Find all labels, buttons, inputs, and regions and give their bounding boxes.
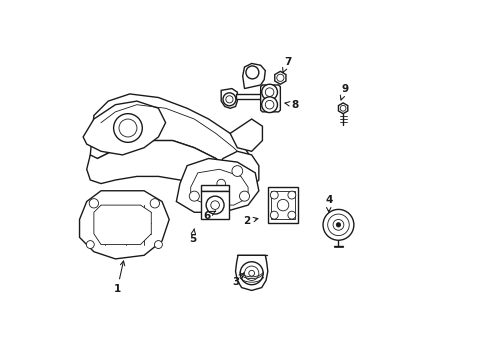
Text: 3: 3 <box>231 273 244 287</box>
Circle shape <box>225 96 233 103</box>
Circle shape <box>244 266 258 280</box>
Circle shape <box>332 220 343 230</box>
Polygon shape <box>190 169 247 205</box>
Circle shape <box>206 196 224 214</box>
Circle shape <box>245 66 258 79</box>
Polygon shape <box>86 140 251 191</box>
Circle shape <box>261 97 277 113</box>
Text: 8: 8 <box>285 100 298 110</box>
Polygon shape <box>271 191 294 220</box>
Circle shape <box>277 199 288 211</box>
Circle shape <box>86 240 94 248</box>
Circle shape <box>113 114 142 142</box>
Circle shape <box>336 223 340 227</box>
Circle shape <box>154 240 162 248</box>
Polygon shape <box>208 151 258 194</box>
Circle shape <box>340 105 346 111</box>
Circle shape <box>239 191 249 201</box>
Polygon shape <box>83 101 165 155</box>
Circle shape <box>261 84 277 100</box>
Polygon shape <box>235 255 267 291</box>
Polygon shape <box>267 187 298 223</box>
Circle shape <box>210 201 219 210</box>
Polygon shape <box>260 85 280 112</box>
Text: 1: 1 <box>113 261 124 294</box>
Circle shape <box>217 179 225 188</box>
Polygon shape <box>274 71 285 84</box>
Polygon shape <box>221 89 237 108</box>
Polygon shape <box>230 119 262 151</box>
Polygon shape <box>201 191 229 220</box>
Circle shape <box>287 191 295 199</box>
Circle shape <box>150 199 159 208</box>
Polygon shape <box>235 94 264 99</box>
Polygon shape <box>94 205 151 244</box>
Circle shape <box>248 270 254 276</box>
Text: 9: 9 <box>340 84 348 100</box>
Text: 7: 7 <box>282 57 291 72</box>
Polygon shape <box>176 158 258 212</box>
Circle shape <box>270 191 278 199</box>
Circle shape <box>323 210 353 240</box>
Circle shape <box>265 88 273 96</box>
Text: 2: 2 <box>242 216 257 226</box>
Polygon shape <box>80 191 169 259</box>
Circle shape <box>189 191 199 201</box>
Polygon shape <box>338 103 347 114</box>
Circle shape <box>270 211 278 219</box>
Circle shape <box>276 74 284 81</box>
Circle shape <box>223 93 235 106</box>
Polygon shape <box>90 94 251 176</box>
Circle shape <box>327 214 348 235</box>
Circle shape <box>240 262 263 285</box>
Circle shape <box>265 100 273 109</box>
Circle shape <box>231 166 242 176</box>
Circle shape <box>287 211 295 219</box>
Polygon shape <box>242 63 265 89</box>
Circle shape <box>119 119 137 137</box>
Text: 5: 5 <box>188 229 196 244</box>
Text: 4: 4 <box>325 195 332 212</box>
Text: 6: 6 <box>203 211 215 221</box>
Circle shape <box>89 199 99 208</box>
Polygon shape <box>201 185 229 191</box>
